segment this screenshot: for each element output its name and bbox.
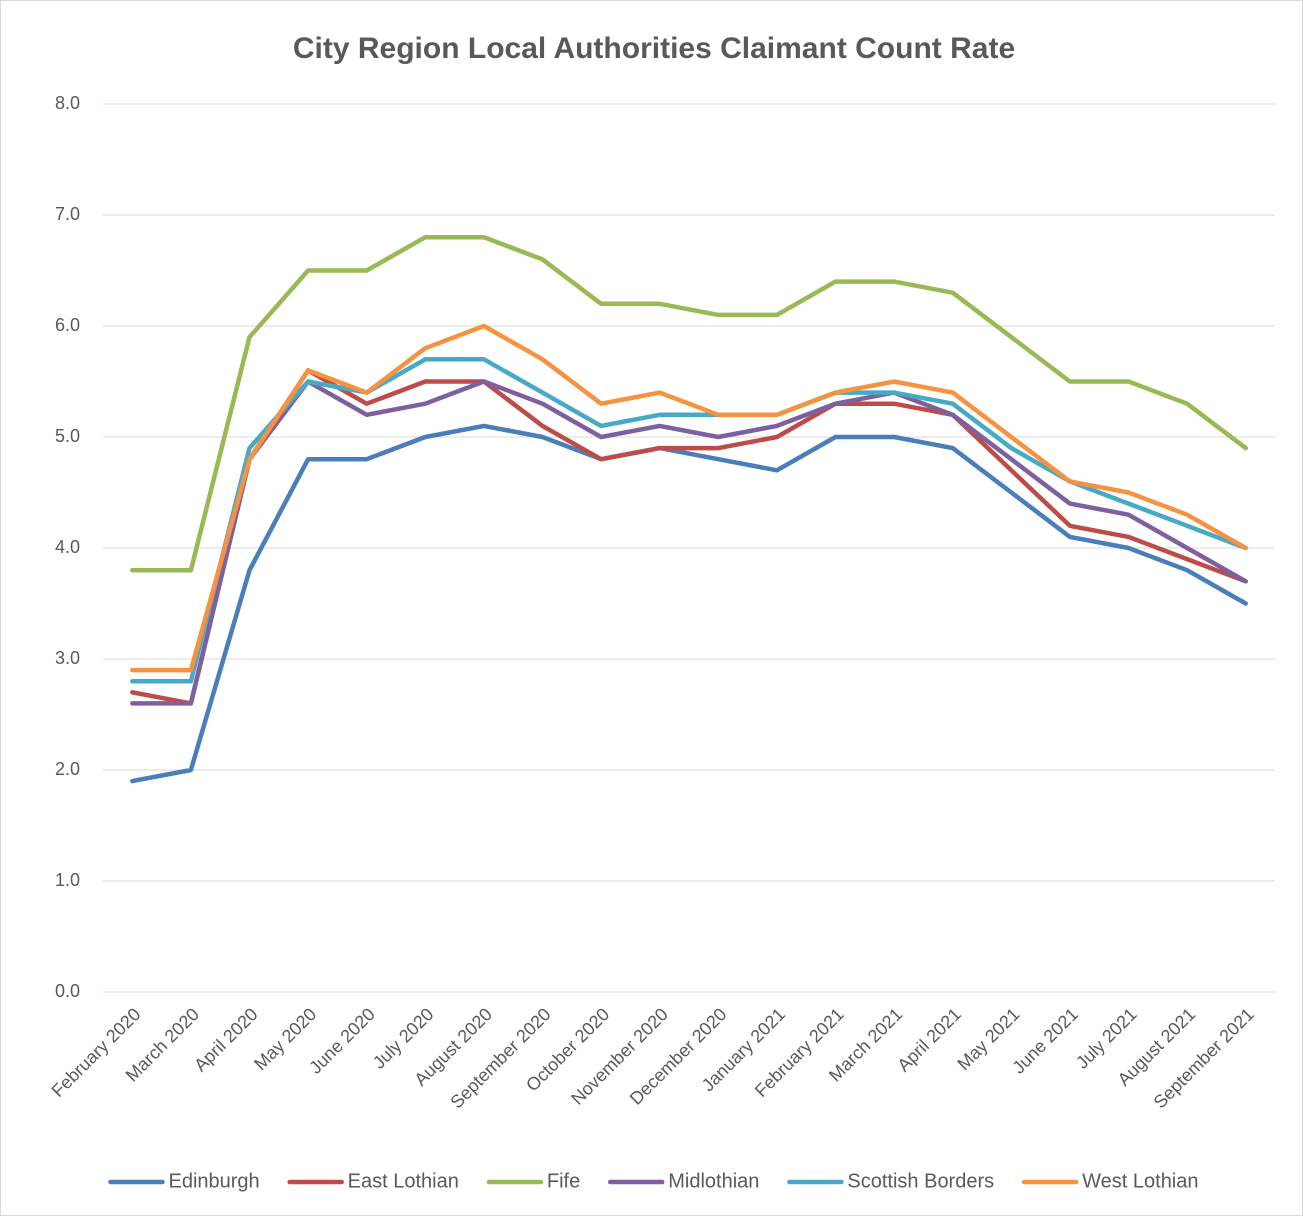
- chart-title: City Region Local Authorities Claimant C…: [293, 32, 1015, 65]
- series-line: [130, 234, 1248, 573]
- y-tick-label: 3.0: [55, 648, 80, 668]
- legend: Edinburgh East Lothian Fife Midlothian Scott…: [108, 1170, 1199, 1192]
- y-tick-label: 8.0: [55, 93, 80, 113]
- series-line: [130, 423, 1248, 784]
- legend-label: Fife: [547, 1170, 580, 1192]
- legend-label: Midlothian: [668, 1170, 759, 1192]
- y-tick-label: 7.0: [55, 204, 80, 224]
- y-tick-label: 6.0: [55, 315, 80, 335]
- y-tick-label: 5.0: [55, 426, 80, 446]
- legend-label: Scottish Borders: [847, 1170, 994, 1192]
- series-line: [130, 379, 1248, 706]
- series-line: [130, 323, 1248, 673]
- y-tick-label: 1.0: [55, 870, 80, 890]
- y-tick-label: 4.0: [55, 537, 80, 557]
- legend-label: West Lothian: [1082, 1170, 1198, 1192]
- y-tick-label: 0.0: [55, 981, 80, 1001]
- legend-label: East Lothian: [348, 1170, 459, 1192]
- y-tick-label: 2.0: [55, 759, 80, 779]
- legend-label: Edinburgh: [168, 1170, 259, 1192]
